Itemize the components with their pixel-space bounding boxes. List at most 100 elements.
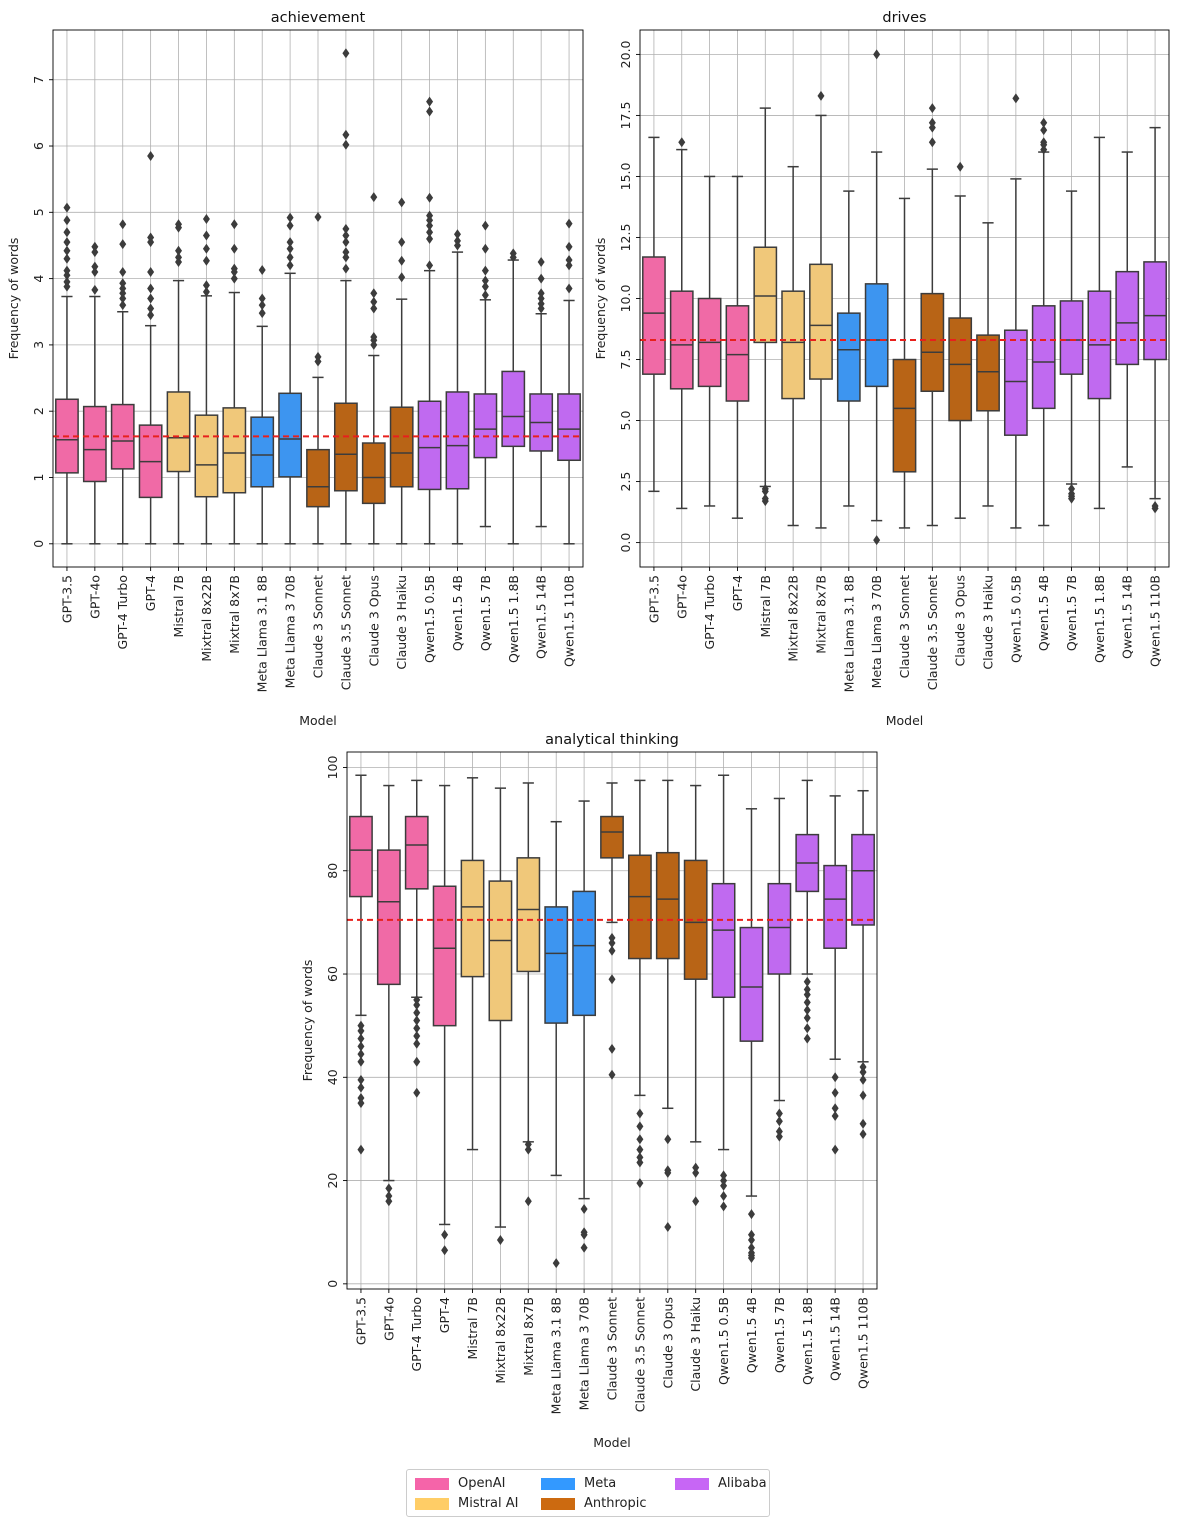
outlier-point — [413, 1007, 421, 1018]
y-tick-label: 6 — [31, 142, 46, 150]
outlier-point — [398, 255, 406, 266]
outlier-point — [342, 237, 350, 248]
x-tick-label: Qwen1.5 14B — [534, 575, 549, 659]
x-tick-label: Claude 3.5 Sonnet — [632, 1297, 647, 1412]
box-iqr — [557, 393, 581, 462]
y-tick-label: 20 — [325, 1173, 340, 1189]
box-mixtral-8x22b — [488, 787, 513, 1245]
y-tick-label: 15.0 — [618, 162, 633, 190]
legend-label-meta: Meta — [584, 1476, 617, 1491]
x-tick-label: Claude 3 Haiku — [981, 575, 996, 670]
box-iqr — [851, 833, 875, 926]
outlier-point — [803, 984, 811, 995]
box-mistral-7b — [460, 777, 485, 1151]
outlier-point — [357, 1074, 365, 1085]
box-meta-llama-3-70b — [572, 800, 597, 1253]
box-qwen1-5-4b — [1031, 117, 1056, 527]
box-iqr — [349, 815, 373, 898]
outlier-point — [370, 192, 378, 203]
outlier-point — [524, 1144, 532, 1155]
outlier-point — [63, 227, 71, 238]
legend-entry-anthropic: Anthropic — [541, 1496, 647, 1511]
box-iqr — [222, 407, 247, 494]
x-tick-label: Qwen1.5 110B — [562, 575, 577, 667]
outlier-point — [286, 212, 294, 223]
outlier-point — [692, 1196, 700, 1207]
box-iqr — [976, 334, 1000, 412]
outlier-point — [258, 293, 266, 304]
x-tick-label: Mistral 7B — [465, 1297, 480, 1359]
box-iqr — [432, 885, 457, 1027]
outlier-point — [928, 137, 936, 148]
outlier-point — [63, 237, 71, 248]
x-tick-label: Claude 3 Sonnet — [311, 575, 326, 678]
box-gpt-4-turbo — [404, 779, 429, 1098]
y-tick-label: 2 — [31, 407, 46, 415]
box-gpt-4 — [138, 150, 163, 545]
box-iqr — [836, 312, 861, 402]
outlier-point — [119, 278, 127, 289]
outlier-point — [928, 103, 936, 114]
box-iqr — [1003, 329, 1028, 436]
outlier-point — [202, 213, 210, 224]
outlier-point — [230, 263, 238, 274]
outlier-point — [342, 48, 350, 59]
outlier-point — [91, 247, 99, 258]
box-qwen1-5-0-5b — [417, 96, 442, 545]
box-iqr — [404, 815, 429, 890]
legend-entry-meta: Meta — [541, 1476, 616, 1491]
outlier-point — [342, 139, 350, 150]
y-tick-label: 100 — [325, 756, 340, 780]
box-iqr — [333, 402, 358, 492]
box-mixtral-8x7b — [516, 782, 541, 1207]
chart-title: analytical thinking — [545, 732, 679, 748]
x-tick-label: Meta Llama 3 70B — [283, 575, 298, 688]
outlier-point — [119, 300, 127, 311]
box-qwen1-5-7b — [767, 797, 792, 1142]
y-tick-label: 3 — [31, 341, 46, 349]
outlier-point — [147, 232, 155, 243]
outlier-point — [441, 1245, 449, 1256]
outlier-point — [775, 1126, 783, 1137]
x-tick-label: GPT-3.5 — [353, 1297, 368, 1345]
box-gpt-4o — [669, 137, 694, 510]
outlier-point — [565, 218, 573, 229]
box-iqr — [655, 851, 680, 960]
outlier-point — [385, 1191, 393, 1202]
x-tick-label: GPT-4o — [87, 575, 102, 619]
outlier-point — [565, 255, 573, 266]
outlier-point — [1151, 500, 1159, 511]
box-iqr — [711, 882, 736, 999]
x-tick-label: Qwen1.5 7B — [1064, 575, 1079, 651]
legend-swatch-anthropic — [541, 1497, 575, 1510]
box-gpt-3-5 — [642, 136, 666, 493]
outlier-point — [831, 1087, 839, 1098]
outlier-point — [202, 255, 210, 266]
outlier-point — [831, 1072, 839, 1083]
box-iqr — [361, 442, 386, 505]
chart-drives: 0.0 2.5 5.0 7.5 10.0 12.5 15.0 17.5 20.0 GPT-3.5 G… — [593, 10, 1170, 728]
box-iqr — [306, 448, 330, 508]
outlier-point — [481, 243, 489, 254]
outlier-point — [230, 219, 238, 230]
x-tick-label: Claude 3 Sonnet — [897, 575, 912, 678]
outlier-point — [175, 252, 183, 263]
box-qwen1-5-110b — [1143, 126, 1167, 514]
outlier-point — [63, 245, 71, 256]
outlier-point — [413, 1023, 421, 1034]
outlier-point — [720, 1201, 728, 1212]
outlier-point — [426, 220, 434, 231]
box-claude-3-haiku — [389, 197, 414, 545]
x-tick-label: Qwen1.5 14B — [828, 1297, 843, 1381]
outlier-point — [230, 273, 238, 284]
box-gpt-4 — [725, 175, 750, 519]
outlier-point — [636, 1134, 644, 1145]
y-tick-label: 7 — [31, 76, 46, 84]
outlier-point — [720, 1170, 728, 1181]
x-tick-label: Qwen1.5 7B — [478, 575, 493, 651]
outlier-point — [1040, 117, 1048, 128]
outlier-point — [119, 293, 127, 304]
outlier-point — [398, 237, 406, 248]
outlier-point — [803, 1005, 811, 1016]
outlier-point — [398, 197, 406, 208]
